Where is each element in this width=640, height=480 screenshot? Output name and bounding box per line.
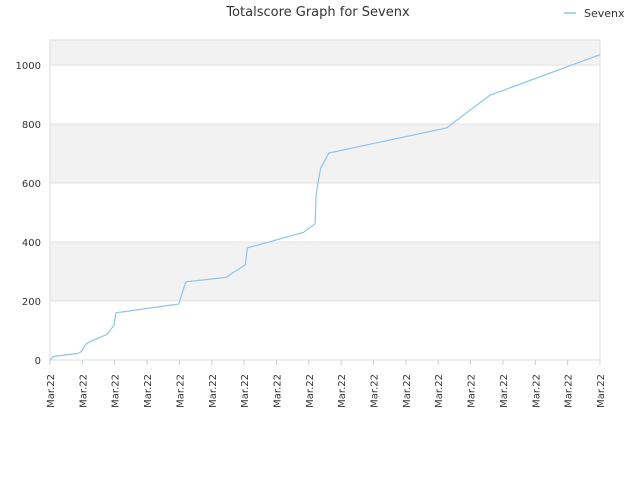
legend-label: Sevenx	[584, 7, 625, 20]
y-tick-label: 200	[22, 297, 41, 308]
plot-band	[50, 301, 600, 360]
plot-band	[50, 183, 600, 243]
x-tick-label: Mar.22	[78, 374, 89, 408]
x-tick-label: Mar.22	[208, 374, 219, 408]
y-tick-label: 600	[22, 179, 41, 190]
y-tick-label: 800	[22, 120, 41, 131]
x-tick-label: Mar.22	[272, 374, 283, 408]
series-layer	[49, 54, 601, 361]
x-tick-label: Mar.22	[370, 374, 381, 408]
x-tick-label: Mar.22	[46, 374, 57, 408]
x-tick-label: Mar.22	[305, 374, 316, 408]
y-axis: 0 200 400 600 800 1000	[16, 61, 41, 367]
x-tick-label: Mar.22	[337, 374, 348, 408]
y-tick-label: 400	[22, 238, 41, 249]
x-tick-label: Mar.22	[531, 374, 542, 408]
plot-band	[50, 65, 600, 125]
plot-band	[50, 40, 600, 66]
x-tick-label: Mar.22	[240, 374, 251, 408]
x-tick-label: Mar.22	[467, 374, 478, 408]
plot-bands	[49, 39, 601, 361]
x-tick-label: Mar.22	[175, 374, 186, 408]
series-line	[49, 54, 601, 361]
plot-band	[50, 242, 600, 302]
legend[interactable]: Sevenx	[564, 7, 625, 20]
y-tick-label: 1000	[16, 61, 41, 72]
x-tick-label: Mar.22	[111, 374, 122, 408]
y-tick-label: 0	[35, 356, 41, 367]
x-tick-label: Mar.22	[596, 374, 607, 408]
chart-title: Totalscore Graph for Sevenx	[225, 5, 410, 20]
x-tick-label: Mar.22	[499, 374, 510, 408]
plot-border	[49, 39, 601, 361]
x-tick-label: Mar.22	[434, 374, 445, 408]
x-tick-label: Mar.22	[143, 374, 154, 408]
x-axis: Mar.22 Mar.22 Mar.22 Mar.22 Mar.22 Mar.22 Mar.…	[46, 360, 607, 408]
x-tick-label: Mar.22	[564, 374, 575, 408]
x-tick-label: Mar.22	[402, 374, 413, 408]
plot-band	[50, 124, 600, 184]
